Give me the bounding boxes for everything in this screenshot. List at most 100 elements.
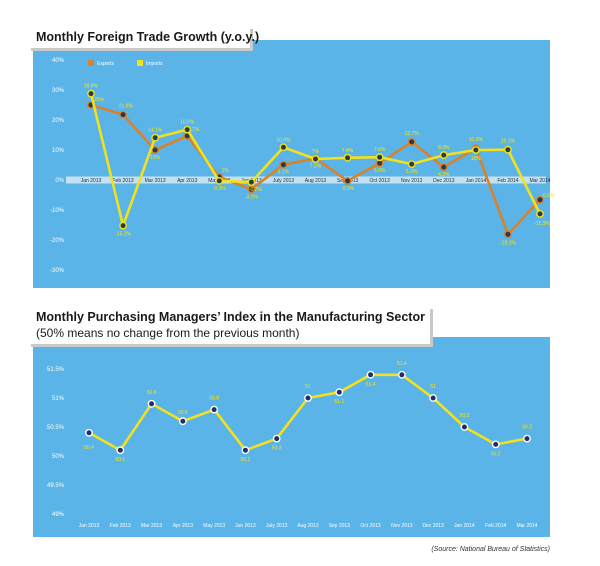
trade-x-tick: Aug 2013 [305, 178, 327, 184]
trade-x-tick: Jan 2014 [466, 178, 487, 184]
pmi-point [272, 434, 281, 443]
pmi-point [241, 446, 250, 455]
pmi-point [85, 428, 93, 437]
pmi-data-label: 51 [305, 384, 311, 390]
exports-data-label: 21.8% [119, 104, 134, 110]
pmi-x-tick: Jun 2013 [235, 523, 256, 529]
imports-point [504, 145, 512, 154]
pmi-data-label: 51.4 [366, 382, 376, 388]
exports-point [151, 146, 160, 154]
pmi-x-tick: Apr 2013 [173, 523, 194, 529]
imports-data-label: 8.3% [438, 145, 450, 151]
pmi-x-tick: Oct 2013 [360, 523, 381, 529]
pmi-data-label: 50.1 [241, 457, 251, 463]
trade-y-tick: -20% [50, 238, 65, 244]
pmi-data-label: 50.2 [491, 451, 501, 457]
trade-chart-title-box: Monthly Foreign Trade Growth (y.o.y.) [28, 26, 259, 48]
exports-point [407, 137, 416, 146]
imports-data-label: 10.9% [276, 137, 291, 143]
imports-point [215, 176, 224, 185]
pmi-point [178, 417, 187, 426]
pmi-chart-title-box: Monthly Purchasing Managers’ Index in th… [28, 306, 430, 344]
pmi-chart-title: Monthly Purchasing Managers’ Index in th… [36, 310, 425, 324]
trade-x-tick: Feb 2014 [497, 178, 518, 184]
exports-data-label: 10% [150, 155, 161, 161]
imports-point [439, 151, 448, 160]
pmi-x-tick: Jan 2014 [454, 523, 475, 529]
pmi-y-tick: 50.5% [47, 425, 65, 431]
pmi-x-tick: Feb 2013 [110, 523, 131, 529]
imports-point [407, 160, 416, 169]
exports-point [247, 185, 256, 194]
pmi-x-tick: Aug 2013 [297, 523, 319, 529]
trade-y-tick: 0% [55, 178, 64, 184]
pmi-data-label: 50.4 [84, 445, 94, 451]
pmi-x-tick: Nov 2013 [391, 523, 413, 529]
exports-point [536, 195, 544, 204]
exports-data-label: -18.1% [500, 240, 516, 246]
imports-data-label: 28.8% [84, 84, 99, 90]
trade-x-tick: Mar 2014 [529, 178, 550, 184]
trade-y-tick: -10% [50, 208, 65, 214]
exports-point [119, 110, 127, 119]
imports-data-label: 10% [471, 156, 482, 162]
exports-point [504, 230, 512, 239]
trade-x-tick: Apr 2013 [177, 178, 198, 184]
pmi-point [210, 405, 219, 414]
pmi-y-tick: 51% [52, 396, 65, 402]
pmi-x-tick: Feb 2014 [485, 523, 506, 529]
exports-data-label: 7.2% [310, 163, 322, 169]
source-note: (Source: National Bureau of Statistics) [431, 546, 550, 553]
exports-data-label: 5.1% [278, 170, 290, 176]
trade-x-tick: July 2013 [273, 178, 295, 184]
pmi-point [116, 446, 125, 455]
imports-data-label: 5.3% [406, 169, 418, 175]
pmi-chart-panel [33, 337, 550, 537]
trade-x-tick: Mar 2013 [145, 178, 166, 184]
pmi-x-tick: May 2013 [203, 523, 225, 529]
pmi-point [429, 394, 438, 402]
pmi-point [523, 434, 531, 443]
imports-data-label: 7% [312, 149, 320, 155]
trade-x-tick: Oct 2013 [369, 178, 390, 184]
trade-x-tick: Dec 2013 [433, 178, 455, 184]
imports-data-label: 7.6% [374, 147, 386, 153]
pmi-y-tick: 49.5% [47, 483, 65, 489]
imports-data-label: -0.3% [213, 186, 227, 192]
pmi-data-label: 50.5 [460, 413, 470, 419]
exports-data-label: -6.6% [541, 193, 555, 199]
trade-x-tick: Jan 2013 [81, 178, 102, 184]
pmi-chart-subtitle: (50% means no change from the previous m… [36, 326, 300, 340]
trade-zero-band [66, 176, 546, 184]
exports-data-label: -3.1% [245, 194, 259, 200]
pmi-data-label: 50.3 [522, 425, 532, 431]
exports-point [343, 176, 352, 185]
imports-point [247, 178, 256, 187]
exports-data-label: 12.7% [405, 131, 420, 137]
pmi-x-tick: Mar 2014 [516, 523, 537, 529]
pmi-point [491, 440, 500, 449]
exports-data-label: 25% [94, 97, 105, 103]
imports-data-label: 7.4% [342, 148, 354, 154]
pmi-point [147, 399, 156, 408]
exports-line [90, 103, 541, 236]
imports-point [536, 209, 544, 218]
pmi-point [366, 370, 375, 379]
imports-point [343, 153, 352, 162]
legend-imports-label: Imports [146, 61, 163, 67]
pmi-point [460, 423, 469, 431]
pmi-data-label: 50.9 [147, 390, 157, 396]
pmi-data-label: 51 [430, 384, 436, 390]
trade-y-tick: 30% [52, 88, 65, 94]
trade-chart-title: Monthly Foreign Trade Growth (y.o.y.) [36, 30, 260, 44]
pmi-x-tick: Dec 2013 [422, 523, 444, 529]
trade-y-tick: -30% [50, 268, 65, 274]
pmi-point [397, 370, 406, 379]
legend-exports-label: Exports [97, 61, 114, 67]
trade-y-tick: 20% [52, 118, 65, 124]
pmi-y-tick: 51.5% [47, 367, 65, 373]
pmi-data-label: 51.4 [397, 361, 407, 367]
pmi-y-tick: 49% [52, 512, 65, 518]
imports-point [87, 89, 95, 98]
